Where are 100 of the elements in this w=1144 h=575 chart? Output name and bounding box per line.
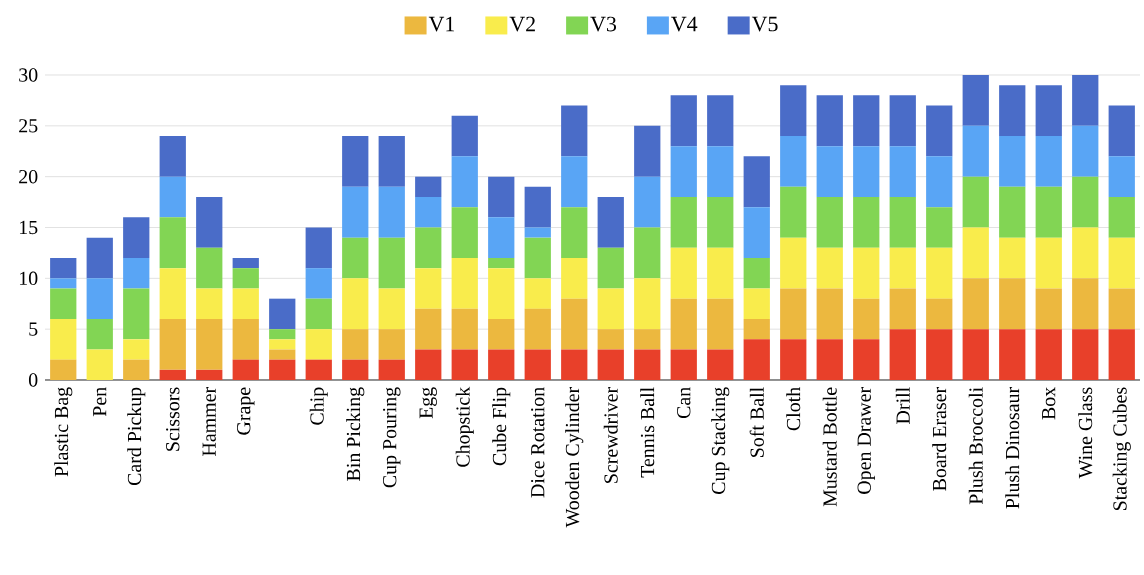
x-tick-label: Stacking Cubes (1112, 387, 1131, 511)
bar (634, 227, 661, 279)
bar (1108, 156, 1135, 197)
bar (123, 359, 150, 380)
bar (378, 359, 405, 380)
bar (1108, 288, 1135, 330)
bar (597, 329, 624, 350)
x-tick-label: Mustard Bottle (822, 387, 837, 507)
bar (342, 186, 369, 238)
y-tick-label: 5 (29, 322, 38, 336)
bar (305, 359, 332, 380)
bar (999, 136, 1026, 187)
bar (816, 146, 843, 197)
x-tick-label: Pen (93, 387, 107, 417)
y-tick-label: 0 (28, 373, 38, 387)
bar (707, 146, 734, 197)
bar (670, 349, 697, 380)
bar (488, 258, 515, 269)
x-tick-label: Cube Flip (492, 387, 511, 466)
bar (50, 278, 77, 289)
bar (488, 319, 515, 350)
bar (159, 176, 186, 218)
bar (670, 247, 697, 299)
bar (999, 237, 1026, 279)
bar (159, 268, 186, 319)
bar (342, 237, 369, 279)
legend-label: V2 (509, 16, 535, 32)
bar (1072, 227, 1099, 279)
bar (1035, 186, 1062, 238)
bar (524, 186, 551, 228)
bar (743, 207, 770, 258)
bar (488, 217, 515, 258)
bar (159, 369, 186, 380)
bar (962, 227, 989, 279)
bar (342, 136, 369, 187)
y-tick-label: 15 (19, 220, 38, 235)
bar (451, 349, 478, 380)
bar (999, 186, 1026, 238)
bar (232, 359, 259, 380)
bar (816, 339, 843, 380)
x-tick-label: Plastic Bag (54, 387, 73, 477)
bar (196, 247, 223, 289)
bar (926, 329, 953, 380)
bar (707, 349, 734, 380)
bar (488, 176, 515, 218)
bar (743, 339, 770, 380)
bar (378, 329, 405, 360)
bar (123, 217, 150, 258)
bar (232, 319, 259, 360)
bar (232, 258, 259, 269)
bar (889, 95, 916, 147)
bar (123, 339, 150, 360)
bar (86, 237, 113, 279)
bar (524, 308, 551, 350)
bar (926, 156, 953, 208)
x-tick-label: Cup Pouring (383, 387, 401, 488)
bar (780, 136, 807, 187)
x-tick-label: Board Eraser (932, 387, 947, 491)
bar (451, 156, 478, 208)
bar (415, 227, 442, 269)
bar (269, 359, 296, 380)
bar (889, 197, 916, 248)
bar (524, 237, 551, 279)
legend-label: V3 (590, 16, 617, 32)
bar (597, 197, 624, 248)
bar (853, 95, 880, 147)
bar (305, 268, 332, 299)
bar (926, 298, 953, 330)
x-tick-label: Drill (895, 387, 910, 424)
x-tick-label: Wooden Cylinder (565, 387, 584, 528)
bar (962, 125, 989, 177)
bar (707, 95, 734, 147)
x-tick-label: Cup Stacking (711, 387, 730, 494)
y-tick-label: 10 (19, 271, 38, 286)
bar (1035, 85, 1062, 136)
bar (378, 186, 405, 238)
bar (305, 227, 332, 269)
bar (1072, 278, 1099, 330)
bar (889, 146, 916, 197)
bar (123, 258, 150, 289)
bar (780, 339, 807, 380)
bar (415, 268, 442, 309)
bar (1072, 75, 1099, 126)
bar (962, 278, 989, 330)
bar (962, 176, 989, 228)
x-tick-label: Hammer (202, 387, 216, 456)
bar (269, 329, 296, 340)
bar (561, 156, 588, 208)
bar (780, 85, 807, 136)
bar (50, 258, 77, 279)
x-tick-label: Screwdriver (603, 387, 618, 483)
bar (451, 207, 478, 258)
bar (597, 247, 624, 289)
bar (634, 329, 661, 350)
bar (196, 288, 223, 319)
x-tick-label: Card Pickup (127, 387, 146, 486)
bar (488, 268, 515, 319)
bar (342, 359, 369, 380)
bar (743, 156, 770, 208)
y-tick-label: 25 (19, 119, 38, 133)
